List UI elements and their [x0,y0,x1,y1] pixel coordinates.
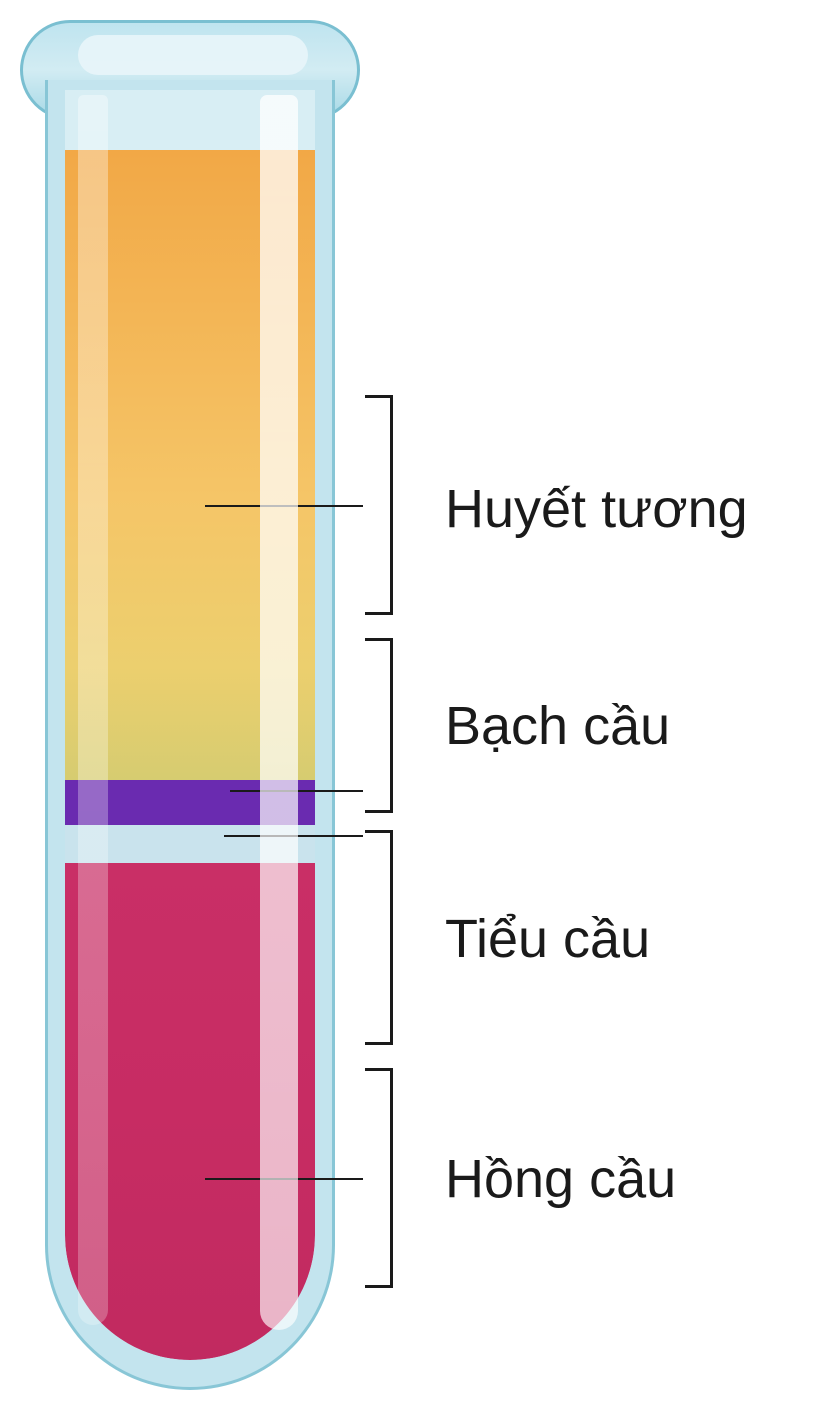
bracket-wbc [390,638,393,813]
label-wbc: Bạch cầu [445,695,670,757]
glass-highlight-left [78,95,108,1325]
label-plasma: Huyết tương [445,478,748,540]
glass-highlight-right [260,95,298,1330]
label-platelet: Tiểu cầu [445,908,650,970]
bracket-rbc [390,1068,393,1288]
bracket-platelet [390,830,393,1045]
bracket-plasma [390,395,393,615]
label-rbc: Hồng cầu [445,1148,676,1210]
test-tube [20,20,360,1400]
blood-tube-diagram: Huyết tương Bạch cầu Tiểu cầu Hồng cầu [0,0,840,1428]
